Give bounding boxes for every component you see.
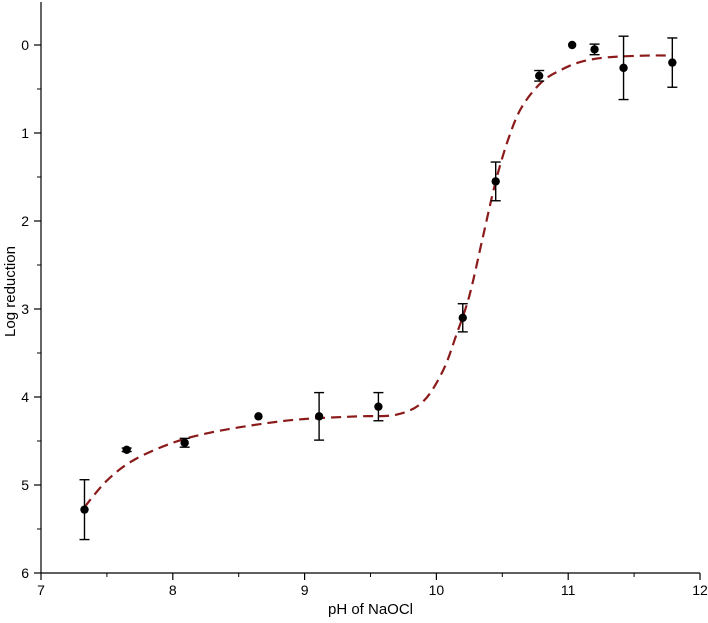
data-point-2 [121,445,132,454]
x-tick-label: 12 [692,582,708,598]
data-marker [668,58,677,67]
x-tick-label: 7 [37,582,45,598]
data-marker [491,177,500,186]
y-tick-label: 1 [21,125,29,141]
data-marker [619,63,628,73]
fit-curve [83,54,673,508]
data-marker [254,412,263,421]
data-marker [80,505,89,514]
y-tick-label: 0 [21,37,29,53]
data-points-layer [79,35,678,541]
y-tick-label: 5 [21,477,29,493]
x-tick-label: 10 [429,582,445,598]
y-tick-label: 4 [21,389,29,405]
data-point-13 [667,37,678,88]
data-point-10 [567,40,577,50]
data-point-5 [314,391,325,441]
y-axis-title: Log reduction [2,246,19,337]
data-marker [535,71,544,81]
y-tick-label: 3 [21,301,29,317]
fit-curve-layer [83,54,673,508]
y-tick-label: 6 [21,565,29,581]
data-point-1 [79,479,90,541]
data-marker [567,40,577,50]
data-point-6 [373,391,384,422]
data-point-3 [179,437,190,448]
data-point-4 [254,412,263,421]
data-point-7 [457,303,468,333]
y-tick-label: 2 [21,213,29,229]
data-point-9 [534,69,545,82]
data-marker [458,313,467,322]
x-axis-title: pH of NaOCl [328,601,413,618]
data-marker [180,438,189,447]
x-tick-label: 11 [561,582,576,598]
data-marker [590,45,599,54]
data-marker [314,412,324,421]
x-tick-label: 9 [301,582,309,598]
x-tick-label: 8 [169,582,177,598]
data-point-11 [589,43,600,56]
data-marker [374,402,383,411]
data-marker [122,445,131,454]
data-point-12 [618,35,629,101]
data-point-8 [490,161,501,202]
